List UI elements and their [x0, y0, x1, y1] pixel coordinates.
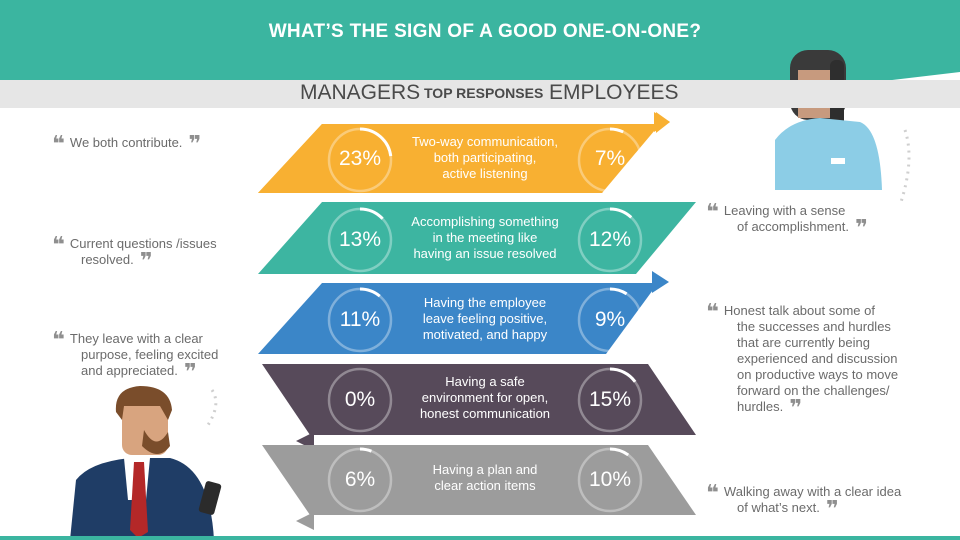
manager-percent-1: 23%	[338, 147, 382, 170]
quote-mark-icon: ❝	[52, 233, 65, 258]
percent-progress-arc	[359, 127, 393, 157]
percent-progress-arc	[359, 287, 381, 298]
manager-illustration	[70, 386, 222, 540]
arrow-head-3	[652, 271, 669, 293]
quote-mark-icon: ❝	[52, 328, 65, 353]
quote-mark-icon: ❞	[188, 132, 201, 157]
quote-mark-icon: ❝	[52, 132, 65, 157]
manager-percent-2: 13%	[338, 228, 382, 251]
response-text-3: Having the employee leave feeling positiv…	[422, 295, 548, 342]
percent-progress-arc	[609, 447, 630, 457]
manager-percent-3: 11%	[339, 308, 381, 331]
percent-progress-arc	[359, 207, 384, 220]
employee-percent-5: 10%	[588, 468, 632, 491]
response-text-5: Having a plan and clear action items	[432, 462, 538, 493]
employee-quote-1: ❝ Leaving with a sense of accomplishment.…	[706, 200, 868, 241]
quote-mark-icon: ❞	[139, 249, 153, 274]
employees-label: EMPLOYEES	[549, 81, 679, 104]
top-responses-label: TOP RESPONSES	[424, 85, 544, 101]
managers-label: MANAGERS	[300, 81, 421, 104]
bottom-border	[0, 536, 960, 540]
manager-quote-1: ❝ We both contribute. ❞	[52, 132, 201, 157]
response-text-4: Having a safe environment for open, honest…	[419, 374, 551, 421]
response-text-2: Accomplishing something in the meeting li…	[411, 214, 559, 261]
header-banner	[0, 0, 960, 82]
percent-progress-arc	[609, 287, 628, 296]
response-arrow-2	[258, 202, 696, 274]
employee-percent-2: 12%	[588, 228, 632, 251]
quote-mark-icon: ❝	[706, 300, 719, 325]
quote-mark-icon: ❝	[706, 200, 719, 225]
employee-quote-2: ❝ Honest talk about some of the successes…	[706, 300, 899, 421]
employee-percent-3: 9%	[594, 308, 626, 331]
quote-mark-icon: ❞	[789, 396, 802, 421]
employee-percent-1: 7%	[594, 147, 626, 170]
response-arrow-5	[262, 445, 696, 515]
employee-quote-3: ❝ Walking away with a clear idea of what’…	[706, 481, 902, 522]
quote-mark-icon: ❞	[825, 497, 839, 522]
quote-mark-icon: ❞	[855, 216, 868, 241]
manager-percent-4: 0%	[344, 388, 376, 411]
percent-progress-arc	[359, 447, 372, 453]
page-title: WHAT’S THE SIGN OF A GOOD ONE-ON-ONE?	[268, 21, 702, 42]
response-text-1: Two-way communication, both participating…	[412, 134, 558, 181]
column-header-band	[0, 80, 960, 108]
manager-quote-2: ❝ Current questions /issues resolved. ❞	[52, 233, 217, 274]
manager-percent-5: 6%	[344, 468, 376, 491]
arrow-head-5	[296, 512, 314, 530]
employee-percent-4: 15%	[588, 388, 632, 411]
quote-mark-icon: ❝	[706, 481, 719, 506]
arrow-head-1	[654, 112, 670, 132]
percent-progress-arc	[609, 127, 624, 134]
quote-mark-icon: ❞	[183, 360, 197, 385]
response-arrow-1-body	[258, 124, 660, 193]
percent-progress-arc	[609, 207, 633, 219]
response-arrow-4	[262, 364, 696, 435]
percent-progress-arc	[609, 367, 637, 383]
response-arrow-3	[258, 283, 658, 354]
manager-quote-3: ❝ They leave with a clear purpose, feelin…	[52, 328, 219, 385]
percent-ring	[327, 367, 393, 433]
